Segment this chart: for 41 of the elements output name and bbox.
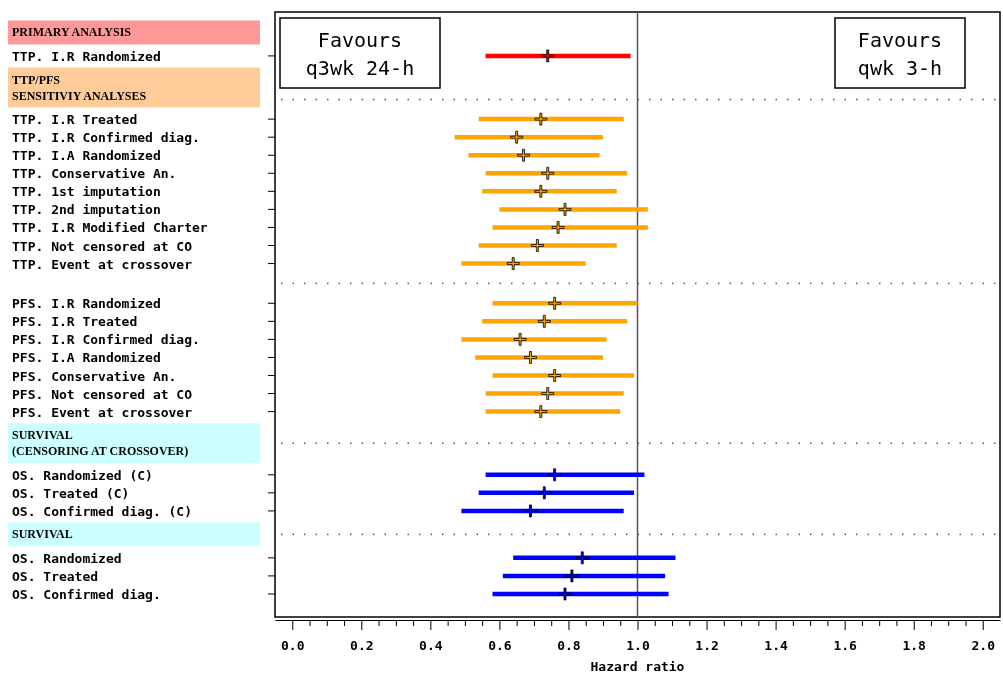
y-tick-label: PFS. Conservative An. (12, 368, 177, 384)
y-tick-label: OS. Confirmed diag. (12, 586, 161, 602)
x-tick-label: 0.4 (419, 638, 443, 654)
y-tick-label: TTP. I.R Randomized (12, 48, 161, 64)
y-tick-label: TTP. Not censored at CO (12, 238, 193, 254)
annotation: Favours q3wk 24-h (305, 28, 415, 80)
x-tick-label: 0.0 (281, 638, 305, 654)
y-tick-label: OS. Randomized (C) (12, 467, 153, 483)
y-tick-label: SURVIVAL (CENSORING AT CROSSOVER) (12, 428, 189, 459)
y-tick-label: OS. Randomized (12, 550, 122, 566)
x-tick-label: 1.0 (626, 638, 650, 654)
y-tick-label: PFS. I.R Confirmed diag. (12, 332, 200, 348)
y-tick-label: PFS. I.A Randomized (12, 350, 161, 366)
y-tick-label: SURVIVAL (12, 527, 73, 542)
x-tick-label: 0.2 (350, 638, 374, 654)
y-tick-label: TTP. Event at crossover (12, 256, 193, 272)
y-tick-label: TTP. I.R Confirmed diag. (12, 130, 200, 146)
y-tick-label: OS. Confirmed diag. (C) (12, 503, 193, 519)
x-tick-label: 1.8 (902, 638, 927, 654)
y-tick-label: OS. Treated (12, 568, 99, 584)
y-tick-label: TTP. I.A Randomized (12, 148, 161, 164)
x-tick-label: 0.8 (557, 638, 581, 654)
y-tick-label: TTP. I.R Modified Charter (12, 220, 208, 236)
x-tick-label: 1.6 (833, 638, 858, 654)
y-tick-label: TTP. 2nd imputation (12, 202, 161, 218)
y-tick-label: TTP. 1st imputation (12, 184, 161, 200)
y-tick-label: OS. Treated (C) (12, 485, 130, 501)
y-tick-label: PFS. Event at crossover (12, 404, 193, 420)
x-axis-title: Hazard ratio (590, 659, 685, 674)
y-tick-label: PFS. Not censored at CO (12, 386, 193, 402)
x-tick-label: 1.4 (764, 638, 789, 654)
y-tick-label: TTP. Conservative An. (12, 166, 177, 182)
y-tick-label: TTP. I.R Treated (12, 112, 138, 128)
x-tick-label: 0.6 (488, 638, 512, 654)
x-tick-label: 2.0 (971, 638, 996, 654)
annotation: Favours qwk 3-h (857, 28, 943, 80)
y-tick-label: PFS. I.R Randomized (12, 296, 161, 312)
x-tick-label: 1.2 (695, 638, 719, 654)
y-tick-label: PFS. I.R Treated (12, 314, 138, 330)
y-tick-label: TTP/PFS SENSITIVIY ANALYSES (12, 72, 147, 103)
y-tick-label: PRIMARY ANALYSIS (12, 25, 132, 40)
